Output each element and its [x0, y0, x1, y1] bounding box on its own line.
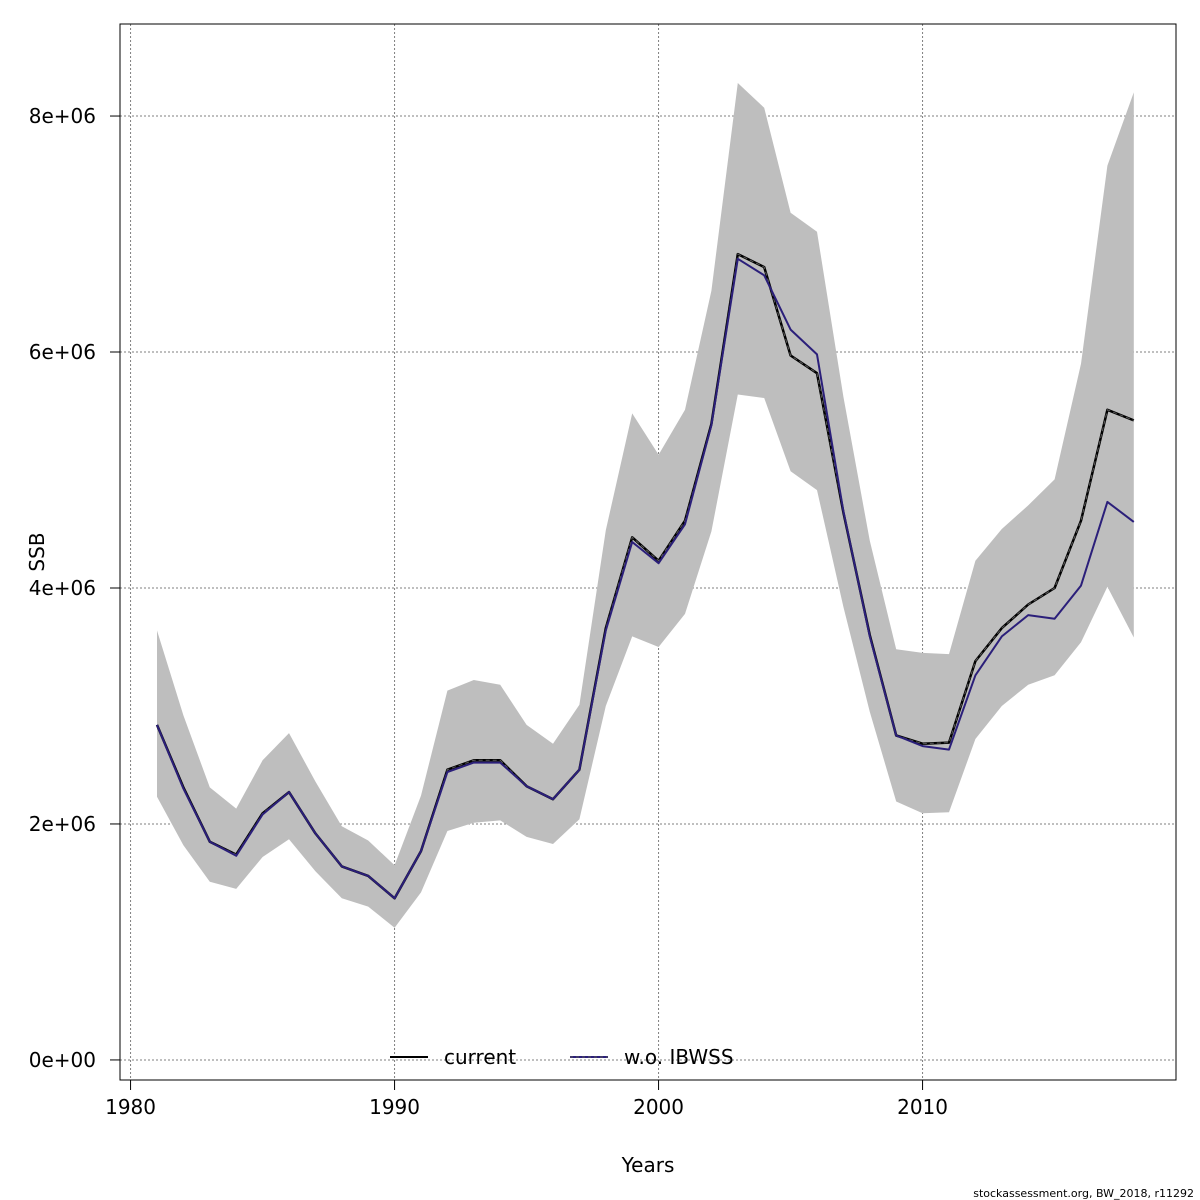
y-axis: 0e+00 2e+06 4e+06 6e+06 8e+06	[29, 104, 121, 1072]
y-tick-label-3: 6e+06	[29, 340, 96, 364]
y-tick-label-0: 0e+00	[29, 1048, 96, 1072]
x-tick-label-3: 2010	[897, 1095, 948, 1119]
y-tick-label-4: 8e+06	[29, 104, 96, 128]
legend: current w.o. IBWSS	[390, 1045, 734, 1069]
series-lines	[155, 252, 1135, 900]
series-line-1	[156, 257, 1135, 900]
legend-label-1: w.o. IBWSS	[624, 1045, 734, 1069]
y-tick-label-2: 4e+06	[29, 576, 96, 600]
y-tick-label-1: 2e+06	[29, 812, 96, 836]
confidence-band	[157, 83, 1134, 928]
x-axis: 1980 1990 2000 2010	[105, 1079, 948, 1119]
x-axis-title: Years	[621, 1153, 675, 1177]
x-tick-label-1: 1990	[369, 1095, 420, 1119]
x-tick-label-2: 2000	[633, 1095, 684, 1119]
x-tick-label-0: 1980	[105, 1095, 156, 1119]
y-axis-title: SSB	[25, 532, 49, 571]
footer-credit: stockassessment.org, BW_2018, r11292	[973, 1187, 1194, 1200]
legend-label-0: current	[444, 1045, 516, 1069]
